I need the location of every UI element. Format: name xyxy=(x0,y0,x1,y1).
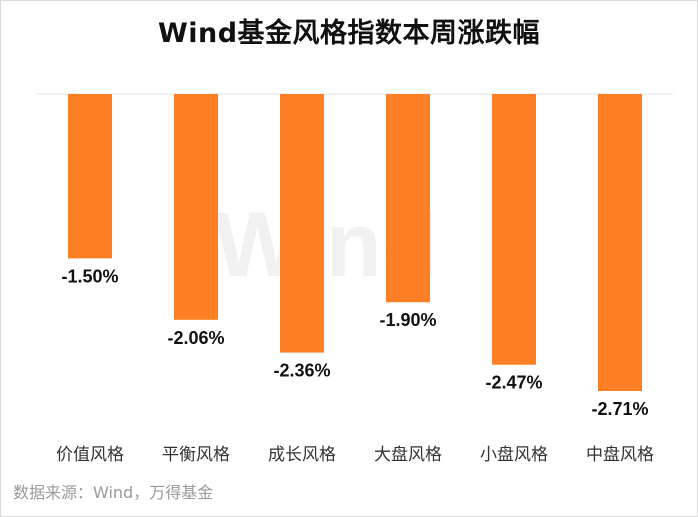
data-label-6: -2.71% xyxy=(591,399,648,419)
chart-title: Wind基金风格指数本周涨跌幅 xyxy=(157,18,541,49)
bar-2 xyxy=(174,94,218,320)
bar-3 xyxy=(280,94,324,353)
data-label-2: -2.06% xyxy=(167,328,224,348)
bar-4 xyxy=(386,94,430,303)
x-tick-label-4: 大盘风格 xyxy=(374,445,442,465)
x-tick-label-5: 小盘风格 xyxy=(480,445,548,465)
data-label-1: -1.50% xyxy=(61,266,118,286)
x-tick-label-1: 价值风格 xyxy=(56,445,124,465)
data-label-3: -2.36% xyxy=(273,361,330,381)
data-label-4: -1.90% xyxy=(379,310,436,330)
x-tick-label-2: 平衡风格 xyxy=(162,445,230,465)
source-note: 数据来源：Wind，万得基金 xyxy=(13,483,214,502)
bar-6 xyxy=(598,94,642,391)
bar-1 xyxy=(68,94,112,259)
x-tick-label-6: 中盘风格 xyxy=(586,445,654,465)
x-tick-label-3: 成长风格 xyxy=(268,445,336,465)
bar-5 xyxy=(492,94,536,365)
data-label-5: -2.47% xyxy=(485,373,542,393)
